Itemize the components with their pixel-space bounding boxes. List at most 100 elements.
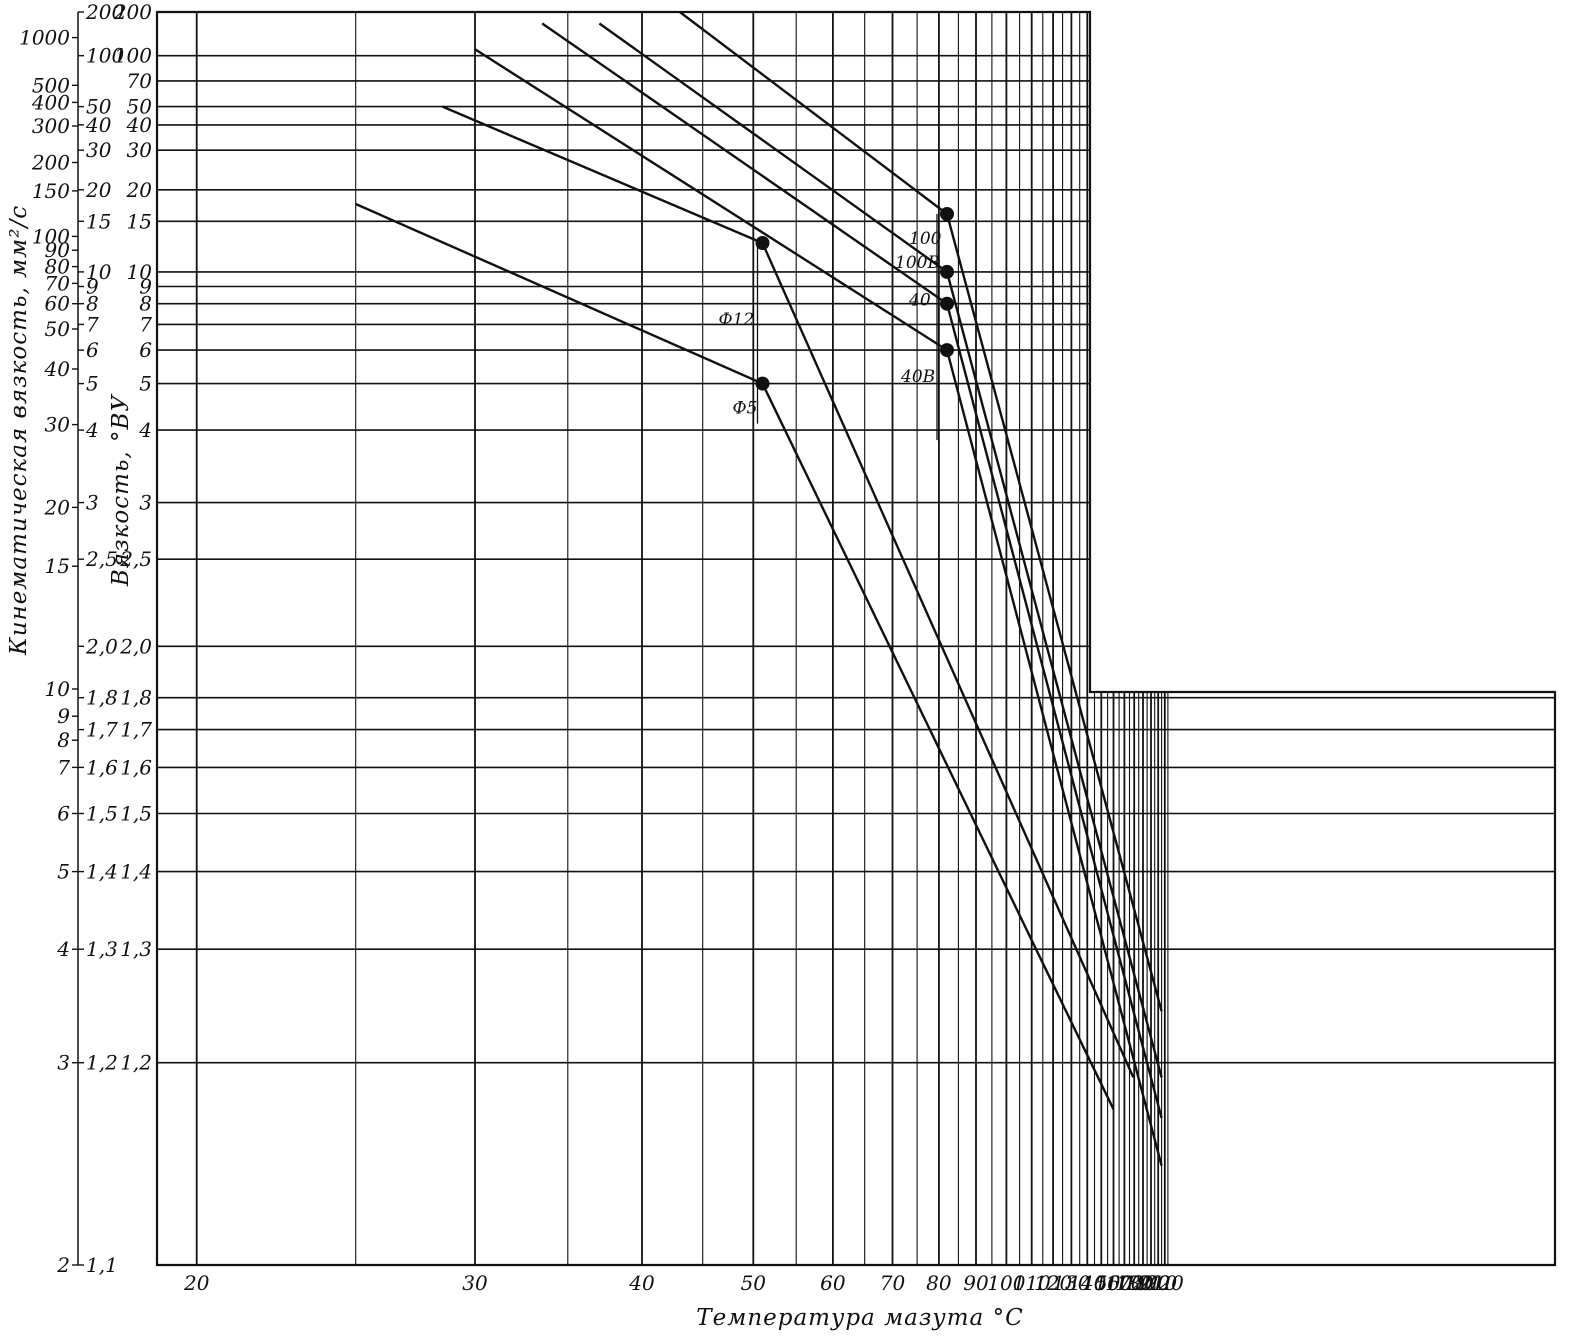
series-layer [355, 11, 1163, 1167]
kinematic-tick-label: 60 [45, 292, 71, 316]
kinematic-tick-label: 9 [57, 704, 70, 728]
x-tick-label: 130 [1052, 1271, 1090, 1295]
vu-inner-tick-label: 3 [139, 491, 152, 515]
vu-outer-tick-label: 1,7 [86, 718, 118, 742]
grade-label-40В: 40В [900, 367, 935, 387]
vu-outer-tick-label: 3 [86, 491, 99, 515]
kinematic-tick-label: 30 [45, 413, 71, 437]
x-tick-label: 180 [1115, 1271, 1153, 1295]
vu-outer-tick-label: 4 [85, 418, 99, 442]
y-axis-title-right: Вязкость, °ВУ [108, 393, 134, 587]
vu-outer-tick-label: 1,6 [86, 755, 118, 779]
vu-outer-tick-label: 30 [86, 138, 112, 162]
vu-inner-tick-label: 100 [114, 44, 152, 68]
kinematic-tick-label: 100 [32, 224, 70, 248]
vu-outer-tick-label: 9 [86, 275, 99, 299]
reference-point-40В [940, 343, 954, 358]
vu-inner-tick-label: 1,5 [120, 802, 152, 826]
kinematic-tick-label: 70 [45, 271, 71, 295]
vu-outer-tick-label: 5 [86, 372, 99, 396]
x-tick-label: 90 [963, 1271, 989, 1295]
vu-inner-tick-label: 2,5 [119, 547, 152, 571]
vu-outer-tick-label: 7 [86, 312, 99, 336]
x-tick-label: 70 [880, 1271, 906, 1295]
x-tick-label: 40 [628, 1271, 655, 1295]
x-axis-title: Температура мазута °С [696, 1305, 1023, 1331]
plot-frame [155, 10, 1557, 1267]
reference-point-Ф12 [755, 236, 770, 250]
x-tick-label: 110 [1013, 1271, 1051, 1295]
vu-outer-tick-label: 2,0 [85, 634, 118, 658]
kinematic-tick-label: 20 [44, 495, 71, 519]
kinematic-tick-label: 5 [57, 860, 70, 884]
kinematic-tick-label: 4 [56, 937, 70, 961]
vu-outer-tick-label: 50 [86, 95, 112, 119]
vu-inner-tick-label: 7 [139, 312, 152, 336]
vu-outer-tick-label: 200 [85, 0, 124, 24]
x-tick-label: 80 [926, 1271, 952, 1295]
series-line-Ф12 [442, 105, 1135, 1078]
x-tick-label: 20 [183, 1271, 210, 1295]
x-tick-label: 150 [1082, 1271, 1120, 1295]
kinematic-tick-label: 2 [56, 1253, 70, 1277]
kinematic-tick-label: 500 [32, 73, 70, 97]
vu-inner-tick-label: 1,4 [120, 860, 152, 884]
grade-label-40: 40 [908, 291, 931, 311]
vu-outer-tick-label: 40 [85, 113, 112, 137]
vu-outer-tick-label: 2,5 [85, 547, 118, 571]
x-tick-label: 120 [1034, 1271, 1072, 1295]
vu-inner-tick-label: 1,7 [120, 718, 152, 742]
x-tick-label: 210 [1138, 1271, 1177, 1295]
vu-outer-tick-label: 20 [85, 178, 112, 202]
kinematic-tick-label: 40 [44, 357, 71, 381]
grade-label-100: 100 [909, 229, 942, 249]
vu-outer-tick-label: 1,8 [86, 686, 118, 710]
grade-label-Ф5: Ф5 [733, 399, 758, 419]
series-line-Ф5 [355, 202, 1115, 1110]
vu-inner-tick-label: 200 [113, 0, 152, 24]
kinematic-tick-label: 1000 [19, 26, 70, 50]
vu-outer-tick-label: 1,5 [86, 802, 118, 826]
x-tick-label: 50 [741, 1271, 767, 1295]
vu-inner-tick-label: 10 [127, 260, 153, 284]
vu-inner-tick-label: 5 [139, 372, 152, 396]
vu-inner-tick-label: 9 [139, 275, 152, 299]
vu-inner-tick-label: 40 [126, 113, 153, 137]
vu-inner-tick-label: 30 [127, 138, 153, 162]
vu-outer-tick-label: 1,1 [86, 1253, 118, 1277]
reference-point-100 [940, 207, 954, 221]
vu-inner-tick-label: 70 [127, 69, 153, 93]
kinematic-tick-label: 90 [45, 238, 71, 262]
kinematic-tick-label: 7 [57, 755, 70, 779]
x-tick-label: 140 [1068, 1271, 1106, 1295]
marker-layer [755, 207, 954, 441]
kinematic-tick-label: 3 [57, 1051, 70, 1075]
vu-inner-tick-label: 1,2 [120, 1051, 152, 1075]
vu-inner-tick-label: 20 [126, 178, 153, 202]
label-layer: Температура мазута °С Кинематическая вяз… [6, 0, 1184, 1331]
x-tick-label: 60 [820, 1271, 846, 1295]
kinematic-tick-label: 400 [31, 90, 70, 114]
vu-outer-tick-label: 15 [86, 209, 111, 233]
vu-inner-tick-label: 6 [139, 338, 152, 362]
vu-inner-tick-label: 50 [127, 95, 153, 119]
x-tick-label: 170 [1105, 1271, 1143, 1295]
grade-label-100В: 100В [895, 253, 940, 273]
vu-outer-tick-label: 10 [86, 260, 112, 284]
reference-point-40 [940, 296, 954, 311]
kinematic-tick-label: 200 [31, 151, 70, 175]
vu-inner-tick-label: 1,8 [120, 686, 152, 710]
kinematic-tick-label: 150 [32, 179, 70, 203]
vu-inner-tick-label: 8 [139, 292, 152, 316]
vu-inner-tick-label: 1,3 [120, 937, 152, 961]
kinematic-tick-label: 10 [45, 677, 71, 701]
x-tick-label: 220 [1145, 1271, 1184, 1295]
x-tick-label: 160 [1094, 1271, 1132, 1295]
vu-outer-tick-label: 1,3 [86, 937, 118, 961]
vu-outer-tick-label: 1,4 [86, 860, 118, 884]
x-tick-label: 30 [462, 1271, 488, 1295]
y-axis-title-left: Кинематическая вязкость, мм²/с [6, 205, 32, 656]
axis-layer [72, 10, 1557, 1267]
kinematic-tick-label: 50 [45, 317, 71, 341]
